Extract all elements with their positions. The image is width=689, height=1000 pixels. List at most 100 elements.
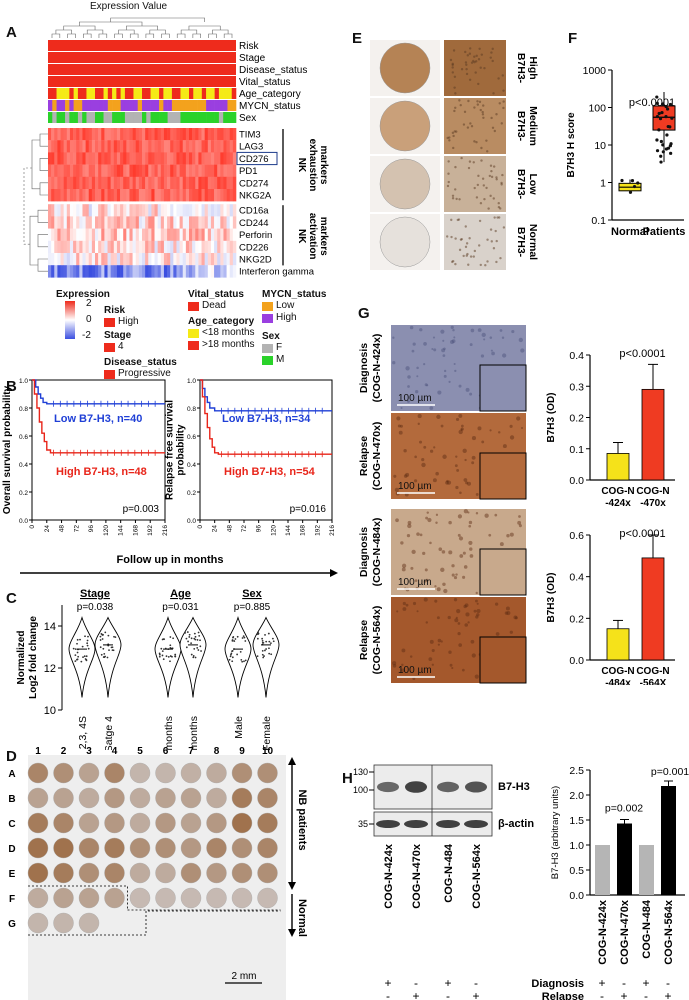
cell-texture [494,513,498,517]
heatmap-cell [163,189,168,202]
heatmap-cell [123,164,127,177]
heatmap-cell [110,240,115,254]
dendrogram-branch [31,139,40,190]
cell-texture [436,616,440,620]
heatmap-cell [154,265,158,278]
tma-row-label: A [8,769,15,780]
cell-nucleus [491,59,494,63]
annotation-cell [65,88,70,99]
heatmap-cell [229,164,234,177]
annotation-cell [60,88,66,99]
annotation-cell [86,100,92,111]
x-tick-label: 144 [118,525,125,536]
cell-texture [437,638,442,643]
heatmap-cell [69,240,74,254]
heatmap-cell [95,152,99,165]
data-point [185,646,188,649]
ihc-row-label: (COG-N-564x) [371,606,383,675]
heatmap-cell [163,152,168,165]
column-dendrogram [51,17,233,38]
cell-texture [516,416,521,421]
heatmap-cell [167,240,171,254]
heatmap-cell [129,204,133,217]
data-point [106,656,109,659]
y-tick-label: 0.8 [187,406,196,413]
heatmap-cell [207,228,212,241]
cell-texture [443,347,446,351]
gene-label-cd244: CD244 [239,218,269,229]
data-point [74,660,77,663]
tma-core [231,837,253,859]
data-point [74,654,77,656]
cell-texture [414,579,418,582]
heatmap-cell [91,176,96,190]
heatmap-cell [163,164,168,177]
data-point [85,659,88,662]
cell-texture [489,336,493,339]
cell-nucleus [454,188,457,191]
annotation-cell [171,112,177,123]
y-tick-label: 0.0 [569,475,584,487]
data-point [161,654,164,657]
tma-col-label: 4 [112,746,118,757]
cell-texture [457,632,461,636]
heatmap-cell [198,176,202,190]
data-point [265,640,268,643]
data-point [104,655,107,658]
cell-nucleus [483,66,486,70]
cell-nucleus [496,216,499,219]
heatmap-cell [157,140,162,153]
diagnosis-mark: + [642,976,649,990]
y-axis-label: B7H3 (OD) [546,572,557,622]
cell-texture [458,429,463,435]
cell-texture [435,521,438,525]
annotation-cell [189,100,194,111]
heatmap-cell [154,189,158,202]
heatmap-cell [113,152,118,165]
data-point [200,650,202,652]
cell-texture [505,606,510,611]
western-blot [373,764,493,837]
annotation-cell [129,100,134,111]
annotation-cell [48,88,53,99]
ihc-label: High [527,56,539,79]
cell-texture [476,608,481,614]
data-point [233,640,236,642]
data-point [77,655,80,658]
heatmap-cell [132,240,137,254]
heatmap-cell [182,189,187,202]
data-point [655,138,659,142]
heatmap-cell [113,253,118,266]
heatmap-cell [60,176,64,190]
heatmap-cell [73,204,77,217]
cell-nucleus [501,173,504,177]
heatmap-cell [232,128,237,141]
heatmap-cell [51,216,55,229]
heatmap-cell [57,240,61,254]
heatmap-cell [82,164,86,177]
heatmap-cell [148,164,152,177]
category-label: COG-N-564x [663,899,675,965]
cell-nucleus [473,55,476,58]
cell-texture [443,369,447,373]
annotation-cell [146,112,151,123]
data-point [655,149,660,153]
x-tick-label: 192 [314,525,321,536]
tma-col-label: 10 [262,746,274,757]
cell-nucleus [478,47,481,51]
annotation-cell [231,100,237,111]
data-point [194,635,197,638]
heatmap-cell [223,128,227,141]
cell-texture [409,655,413,658]
heatmap-cell [229,216,234,229]
heatmap-cell [88,152,93,165]
heatmap-cell [223,204,227,217]
heatmap-cell [148,216,152,229]
heatmap-cell [189,204,193,217]
cell-texture [405,603,409,607]
cell-nucleus [452,146,455,150]
annotation-cell [214,88,220,99]
cell-nucleus [477,82,480,86]
nb-arrow-head [288,757,296,765]
cell-nucleus [479,108,482,112]
